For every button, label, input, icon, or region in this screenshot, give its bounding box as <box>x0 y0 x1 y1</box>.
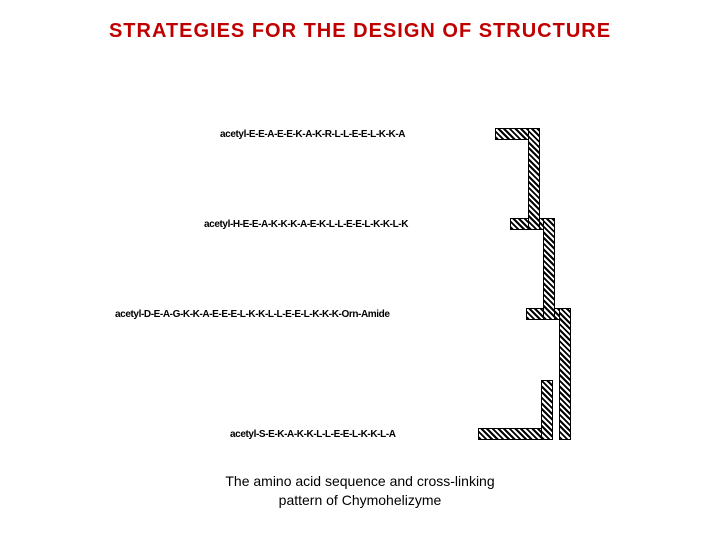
caption-line: The amino acid sequence and cross-linkin… <box>225 473 494 489</box>
sequence-row: acetyl-H-E-E-A-K-K-K-A-E-K-L-L-E-E-L-K-K… <box>204 215 408 233</box>
figure-caption: The amino acid sequence and cross-linkin… <box>0 472 720 510</box>
sequence-label: acetyl-S-E-K-A-K-K-L-L-E-E-L-K-K-L-A <box>230 429 396 440</box>
sequence-diagram: acetyl-E-E-A-E-E-K-A-K-R-L-L-E-E-L-K-K-A… <box>60 95 660 455</box>
caption-line: pattern of Chymohelizyme <box>279 492 442 508</box>
sequence-label: acetyl-D-E-A-G-K-K-A-E-E-E-L-K-K-L-L-E-E… <box>115 309 390 320</box>
crosslink-vbar <box>541 380 553 440</box>
sequence-label: acetyl-H-E-E-A-K-K-K-A-E-K-L-L-E-E-L-K-K… <box>204 219 408 230</box>
crosslink-vbar <box>543 218 555 320</box>
sequence-row: acetyl-D-E-A-G-K-K-A-E-E-E-L-K-K-L-L-E-E… <box>115 305 390 323</box>
sequence-row: acetyl-E-E-A-E-E-K-A-K-R-L-L-E-E-L-K-K-A <box>220 125 405 143</box>
sequence-label: acetyl-E-E-A-E-E-K-A-K-R-L-L-E-E-L-K-K-A <box>220 129 405 140</box>
crosslink-vbar <box>559 308 571 440</box>
crosslink-vbar <box>528 128 540 230</box>
sequence-row: acetyl-S-E-K-A-K-K-L-L-E-E-L-K-K-L-A <box>230 425 396 443</box>
page-title: STRATEGIES FOR THE DESIGN OF STRUCTURE <box>0 20 720 43</box>
